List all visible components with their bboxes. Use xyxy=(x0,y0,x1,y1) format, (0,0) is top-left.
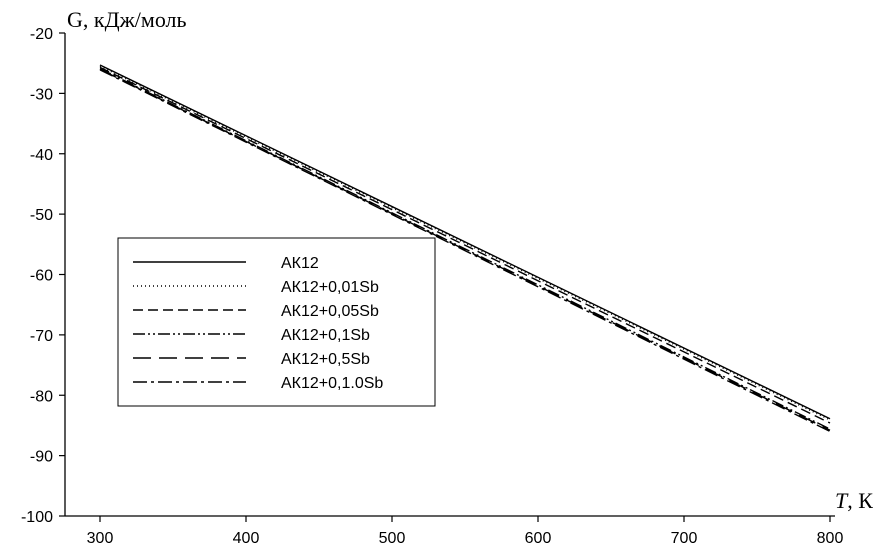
legend-label: АК12+0,05Sb xyxy=(281,303,379,320)
series-line-3 xyxy=(99,66,831,424)
x-axis-title-unit: , К xyxy=(847,488,873,513)
legend-box xyxy=(117,237,436,407)
y-tick-label: -90 xyxy=(30,449,53,466)
y-tick-label: -100 xyxy=(21,509,53,526)
x-tick-label: 400 xyxy=(233,530,260,547)
legend-label: АК12+0,5Sb xyxy=(281,351,370,368)
y-tick-label: -20 xyxy=(30,26,53,43)
y-tick-label: -60 xyxy=(30,268,53,285)
legend: АК12 АК12+0,01Sb АК12+0,05Sb АК12+0,1Sb АК12… xyxy=(117,237,436,407)
series-line-6 xyxy=(99,69,831,433)
series-line-2 xyxy=(99,65,831,421)
y-tick-label: -30 xyxy=(30,86,53,103)
x-tick-label: 500 xyxy=(379,530,406,547)
legend-label: АК12+0,1Sb xyxy=(281,327,370,344)
x-axis-title-symbol: T xyxy=(835,488,849,513)
legend-label: АК12+0,1.0Sb xyxy=(281,375,383,392)
y-tick-label: -80 xyxy=(30,388,53,405)
legend-label: АК12 xyxy=(281,255,319,272)
series-line-1 xyxy=(99,64,831,420)
y-tick-label: -50 xyxy=(30,207,53,224)
y-tick-label: -40 xyxy=(30,147,53,164)
x-tick-label: 300 xyxy=(87,530,114,547)
x-axis-title: T, К xyxy=(835,488,873,513)
ticks: 300 400 500 600 700 800 -20 -30 -40 -50 -60 -70 -80 -… xyxy=(21,26,843,547)
legend-label: АК12+0,01Sb xyxy=(281,279,379,296)
series-lines xyxy=(99,64,831,433)
x-tick-label: 600 xyxy=(525,530,552,547)
x-tick-label: 700 xyxy=(671,530,698,547)
y-axis-title: G, кДж/моль xyxy=(67,7,187,32)
x-tick-label: 800 xyxy=(817,530,844,547)
y-tick-label: -70 xyxy=(30,328,53,345)
